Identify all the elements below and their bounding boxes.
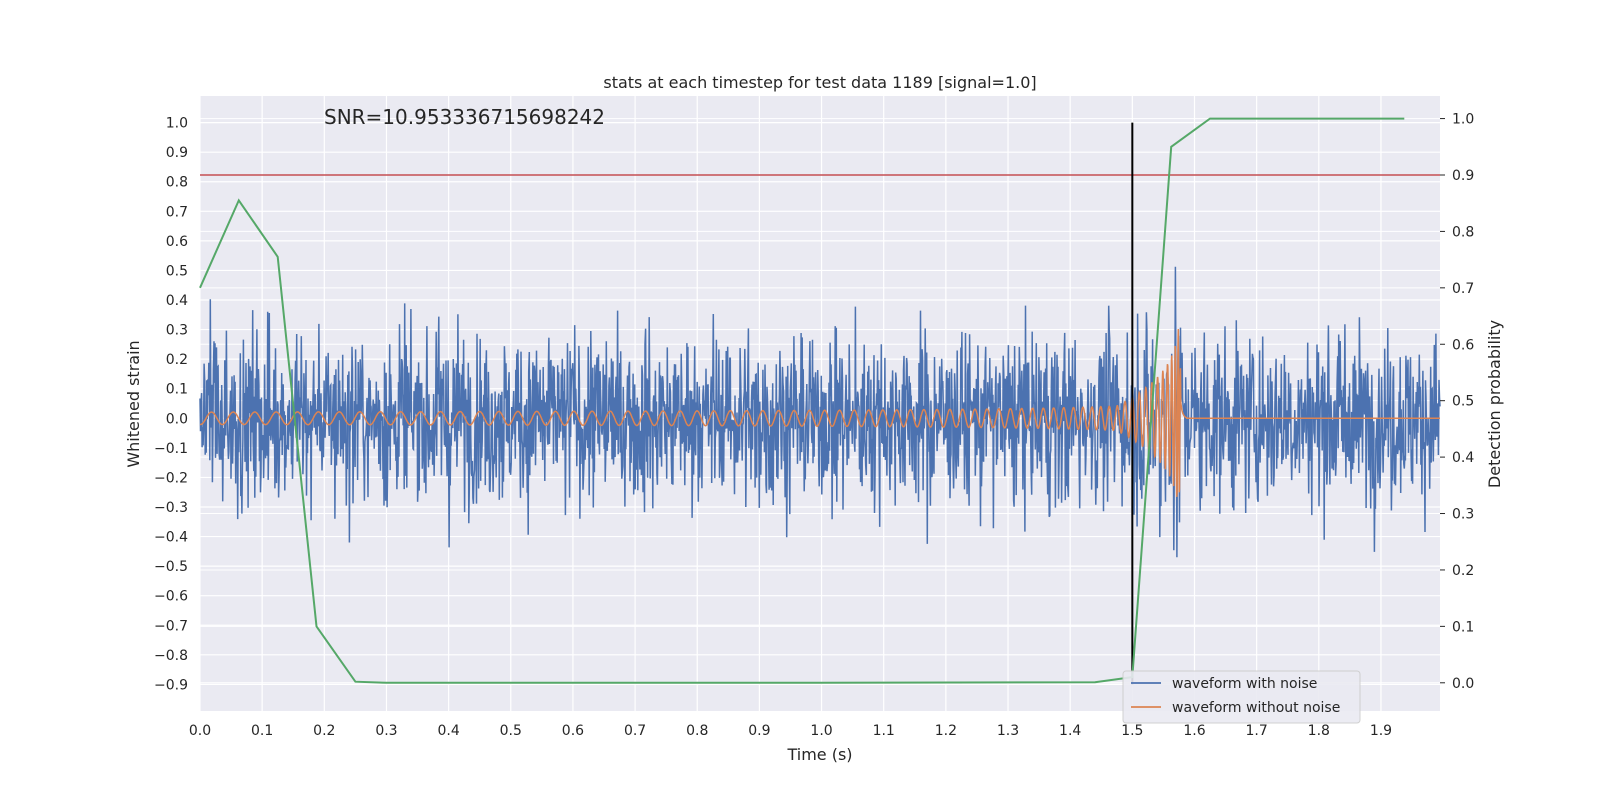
y-tick-label: −0.2: [154, 470, 188, 486]
series-layer: [199, 117, 1441, 685]
x-tick-label: 1.0: [810, 723, 832, 739]
x-tick-label: 1.1: [873, 723, 895, 739]
y-tick-label: −0.9: [154, 677, 188, 693]
y-tick-label: 0.5: [166, 263, 188, 279]
x-tick-label: 1.4: [1059, 723, 1081, 739]
x-tick-label: 0.4: [437, 723, 459, 739]
y-tick-label: −0.3: [154, 500, 188, 516]
legend-label-noise: waveform with noise: [1172, 676, 1317, 692]
ticks-layer: 0.0 0.1 0.2 0.3 0.4 0.5 0.6 0.7 0.8 0.9 1.0 1.1 1.2 1…: [154, 112, 1474, 739]
x-tick-label: 0.3: [375, 723, 397, 739]
y2-tick-label: 0.7: [1452, 281, 1474, 297]
x-tick-label: 0.0: [189, 723, 211, 739]
y2-tick-label: 0.8: [1452, 224, 1474, 240]
x-tick-label: 0.6: [562, 723, 584, 739]
y2-tick-label: 0.2: [1452, 563, 1474, 579]
y-tick-label: 0.4: [166, 293, 188, 309]
x-tick-label: 0.8: [686, 723, 708, 739]
y-tick-label: 0.6: [166, 234, 188, 250]
y2-tick-label: 0.6: [1452, 337, 1474, 353]
series-line-detection-probability: [199, 117, 1405, 684]
y-tick-label: −0.8: [154, 648, 188, 664]
y2-tick-label: 1.0: [1452, 112, 1474, 128]
y2-tick-label: 0.9: [1452, 168, 1474, 184]
y2-tick-label: 0.0: [1452, 676, 1474, 692]
snr-annotation: SNR=10.953336715698242: [324, 105, 605, 129]
y-axis-label: Whitened strain: [124, 340, 143, 467]
y2-tick-label: 0.4: [1452, 450, 1474, 466]
y2-tick-label: 0.3: [1452, 507, 1474, 523]
legend: waveform with noise waveform without noi…: [1122, 670, 1361, 724]
x-tick-label: 1.3: [997, 723, 1019, 739]
y-tick-label: 0.2: [166, 352, 188, 368]
x-tick-label: 0.7: [624, 723, 646, 739]
y-tick-label: −0.5: [154, 559, 188, 575]
y-tick-label: 1.0: [166, 116, 188, 132]
y-tick-label: 0.8: [166, 175, 188, 191]
series-line-waveform-without-noise: [199, 328, 1440, 497]
legend-box: [1122, 670, 1361, 724]
x-tick-label: 0.2: [313, 723, 335, 739]
y-tick-label: −0.4: [154, 530, 188, 546]
x-tick-label: 1.2: [935, 723, 957, 739]
legend-label-clean: waveform without noise: [1172, 700, 1340, 716]
y-tick-label: −0.1: [154, 441, 188, 457]
x-axis-label: Time (s): [786, 745, 852, 764]
y2-tick-label: 0.5: [1452, 394, 1474, 410]
y-tick-label: 0.3: [166, 323, 188, 339]
x-tick-label: 1.6: [1183, 723, 1205, 739]
x-tick-label: 1.9: [1370, 723, 1392, 739]
x-tick-label: 0.5: [500, 723, 522, 739]
x-tick-label: 1.5: [1121, 723, 1143, 739]
x-tick-label: 0.9: [748, 723, 770, 739]
chart-title: stats at each timestep for test data 118…: [603, 73, 1036, 92]
y-tick-label: 0.0: [166, 411, 188, 427]
y-tick-label: −0.7: [154, 618, 188, 634]
x-tick-label: 0.1: [251, 723, 273, 739]
y-tick-label: −0.6: [154, 589, 188, 605]
y-tick-label: 0.7: [166, 204, 188, 220]
y-tick-label: 0.1: [166, 382, 188, 398]
x-tick-label: 1.8: [1308, 723, 1330, 739]
y2-tick-label: 0.1: [1452, 619, 1474, 635]
y-tick-label: 0.9: [166, 145, 188, 161]
series-line-waveform-with-noise: [199, 266, 1441, 558]
y2-axis-label: Detection probability: [1485, 320, 1504, 488]
x-tick-label: 1.7: [1246, 723, 1268, 739]
